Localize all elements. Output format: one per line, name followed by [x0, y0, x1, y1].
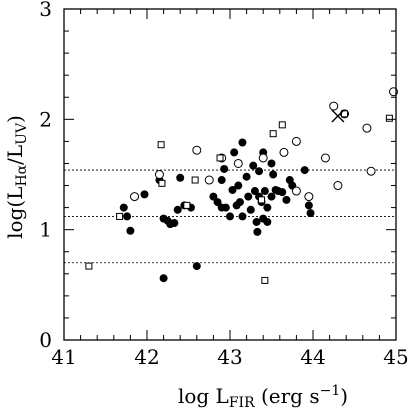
filled-circle-point — [263, 203, 272, 212]
x-tick-label: 45 — [383, 345, 408, 369]
open-circle-point — [366, 166, 376, 176]
filled-circle-point — [159, 274, 168, 283]
open-square-point — [191, 176, 199, 184]
data-points — [85, 87, 399, 284]
open-square-point — [116, 212, 124, 220]
filled-circle-point — [244, 192, 253, 201]
plot-frame — [63, 8, 397, 341]
y-tick-label: 3 — [39, 0, 52, 21]
filled-circle-point — [267, 192, 276, 201]
open-circle-point — [291, 136, 301, 146]
filled-circle-point — [242, 172, 251, 181]
filled-circle-point — [176, 173, 185, 182]
filled-circle-point — [119, 203, 128, 212]
filled-circle-point — [228, 185, 237, 194]
open-square-point — [341, 110, 349, 118]
x-axis-label: log LFIR (erg s−1) — [178, 383, 348, 408]
open-square-point — [216, 154, 224, 162]
x-tick-label: 43 — [217, 345, 242, 369]
open-square-point — [85, 262, 93, 270]
filled-circle-point — [221, 203, 230, 212]
filled-circle-point — [170, 219, 179, 228]
x-tick-label: 44 — [300, 345, 325, 369]
filled-circle-point — [267, 159, 276, 168]
open-square-point — [278, 121, 286, 129]
y-axis-label: log(LHα/LUV) — [3, 115, 30, 239]
open-square-point — [157, 141, 165, 149]
filled-circle-point — [217, 176, 226, 185]
open-circle-point — [192, 145, 202, 155]
open-circle-point — [154, 170, 164, 179]
filled-circle-point — [123, 212, 132, 221]
filled-circle-point — [269, 170, 278, 179]
x-tick-label: 42 — [134, 345, 159, 369]
reference-lines — [64, 169, 396, 264]
filled-circle-point — [306, 209, 315, 218]
x-tick-label: 41 — [51, 345, 76, 369]
filled-circle-point — [220, 164, 229, 173]
filled-circle-point — [278, 188, 287, 197]
y-tick-label: 1 — [39, 218, 52, 242]
open-circle-point — [130, 192, 140, 202]
filled-circle-point — [282, 195, 291, 204]
open-circle-point — [291, 186, 301, 196]
filled-circle-point — [234, 181, 243, 190]
open-circle-point — [279, 147, 289, 157]
open-square-point — [183, 201, 191, 209]
open-circle-point — [304, 192, 314, 202]
open-circle-point — [362, 123, 372, 133]
filled-circle-point — [246, 205, 255, 214]
open-circle-point — [258, 153, 268, 163]
filled-circle-point — [263, 217, 272, 226]
open-square-point — [258, 196, 266, 204]
filled-circle-point — [238, 212, 247, 221]
open-circle-point — [333, 181, 343, 191]
open-square-point — [269, 130, 277, 138]
filled-circle-point — [260, 187, 269, 196]
filled-circle-point — [300, 166, 309, 175]
open-circle-point — [329, 101, 339, 111]
open-circle-point — [320, 153, 330, 163]
open-square-point — [158, 179, 166, 187]
open-square-point — [385, 114, 393, 122]
filled-circle-point — [192, 262, 201, 271]
filled-circle-point — [126, 226, 135, 235]
open-circle-point — [233, 158, 243, 168]
filled-circle-point — [238, 138, 247, 147]
filled-circle-point — [140, 190, 149, 199]
filled-circle-point — [253, 227, 262, 236]
filled-circle-point — [252, 217, 261, 226]
y-tick-label: 2 — [39, 107, 52, 131]
axis-ticks — [63, 8, 397, 341]
filled-circle-point — [249, 161, 258, 170]
filled-circle-point — [230, 148, 239, 157]
filled-circle-point — [255, 167, 264, 176]
filled-circle-point — [226, 212, 234, 221]
filled-circle-point — [213, 198, 222, 207]
filled-circle-point — [209, 192, 218, 201]
filled-circle-point — [235, 198, 244, 207]
open-square-point — [261, 276, 269, 284]
filled-circle-point — [304, 201, 313, 210]
filled-circle-point — [173, 205, 182, 214]
y-tick-label: 0 — [39, 328, 52, 352]
cross-point — [331, 109, 345, 123]
open-circle-point — [204, 175, 214, 185]
tick-labels: 41 42 43 44 45 0 1 2 3 — [39, 0, 408, 369]
filled-circle-point — [250, 187, 259, 196]
